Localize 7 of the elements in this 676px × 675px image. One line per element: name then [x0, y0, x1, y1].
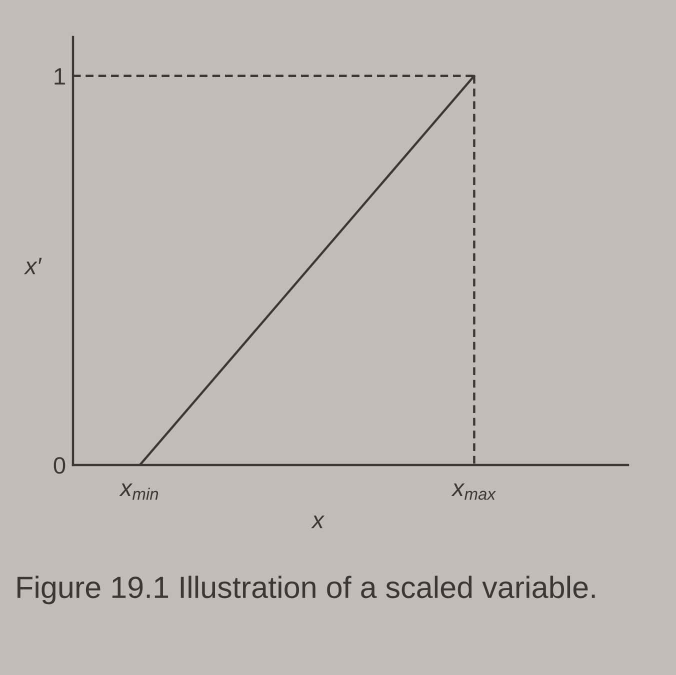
y-axis-title: x′	[24, 258, 42, 274]
x-tick-label: x$_{min}$	[119, 483, 158, 500]
x-tick-label: x$_{max}$	[451, 483, 496, 500]
y-tick-label: 0	[54, 457, 66, 474]
x-axis-title: x	[311, 516, 325, 528]
y-tick-label: 1	[54, 68, 65, 84]
caption: Figure 19.1 Illustration of a scaled variable.	[18, 576, 595, 604]
